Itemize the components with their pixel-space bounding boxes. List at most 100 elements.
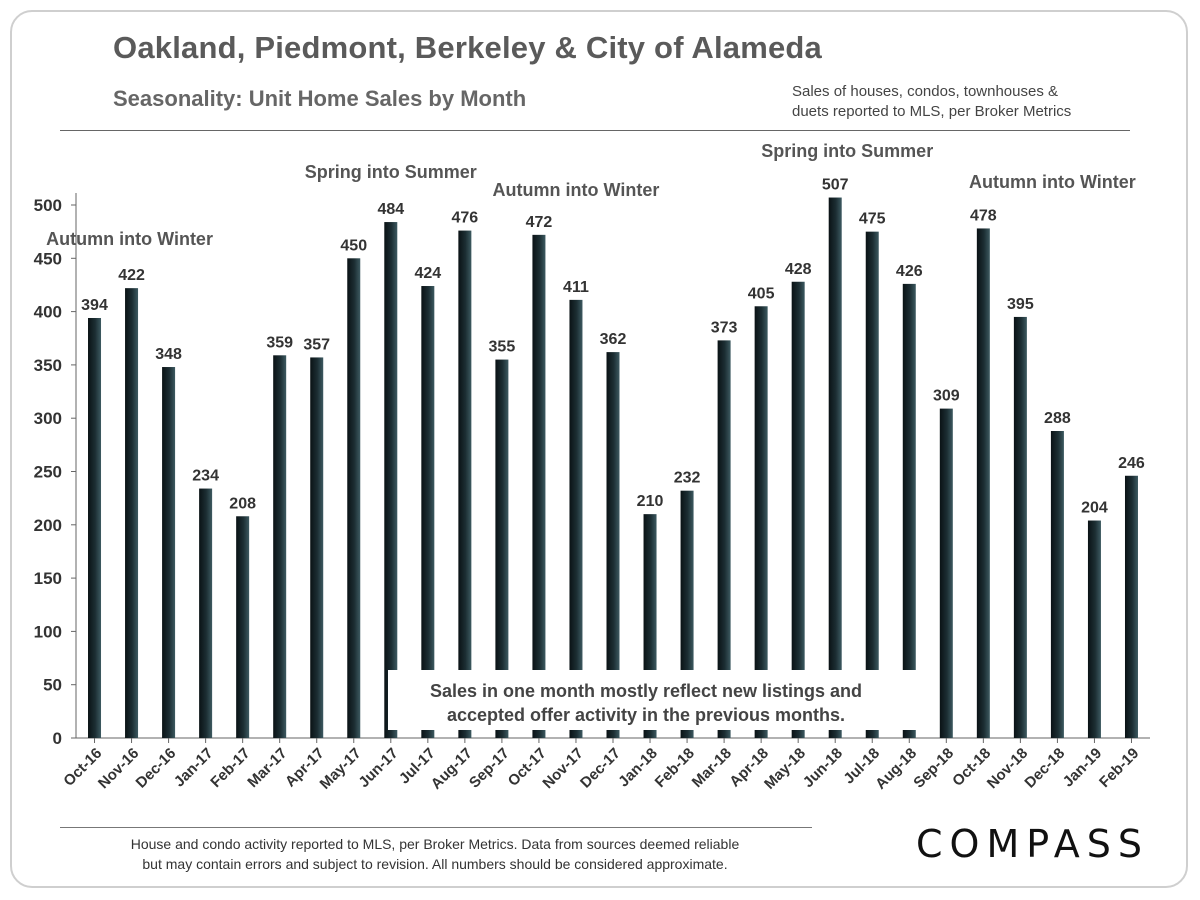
x-tick-label: Dec-16 <box>133 745 180 792</box>
x-tick-label: Nov-18 <box>984 745 1031 792</box>
bar-value-label: 309 <box>933 388 960 405</box>
bar <box>236 516 250 738</box>
bar-value-label: 208 <box>229 495 256 512</box>
bar <box>421 286 435 738</box>
bar <box>532 234 546 738</box>
x-tick-label: Sep-17 <box>466 745 513 792</box>
bar-value-label: 359 <box>266 334 293 351</box>
bar-value-label: 204 <box>1081 500 1108 517</box>
x-tick-label: Dec-17 <box>577 745 624 792</box>
source-note-line-2: duets reported to MLS, per Broker Metric… <box>792 103 1072 120</box>
source-note: Sales of houses, condos, townhouses & du… <box>792 82 1132 122</box>
bar <box>1050 430 1064 738</box>
bar-value-label: 484 <box>377 201 404 218</box>
footnote: House and condo activity reported to MLS… <box>60 834 810 874</box>
bar-value-label: 234 <box>192 468 219 485</box>
bar <box>1013 316 1027 738</box>
season-annotation: Autumn into Winter <box>46 229 213 249</box>
x-tick-label: Sep-18 <box>910 745 957 792</box>
bar-value-label: 246 <box>1118 455 1145 472</box>
x-tick-label: Mar-17 <box>244 745 290 791</box>
bar-value-label: 395 <box>1007 296 1034 313</box>
footer-divider <box>60 827 812 828</box>
bar-value-label: 210 <box>637 493 664 510</box>
x-tick-label: May-18 <box>761 745 809 793</box>
x-tick-label: Feb-18 <box>652 745 698 791</box>
bar <box>569 299 583 738</box>
season-annotation: Spring into Summer <box>305 162 477 182</box>
bar <box>939 408 953 738</box>
x-tick-label: Jan-19 <box>1060 745 1106 791</box>
bar <box>754 306 768 738</box>
bar-value-label: 422 <box>118 267 145 284</box>
x-tick-label: Nov-16 <box>95 745 142 792</box>
x-tick-label: Aug-18 <box>872 745 920 793</box>
bar <box>717 340 731 738</box>
bar <box>347 258 361 738</box>
x-tick-label: Dec-18 <box>1021 745 1068 792</box>
bar-value-label: 507 <box>822 177 849 194</box>
bar-value-label: 411 <box>563 279 589 296</box>
bar-value-label: 426 <box>896 263 923 280</box>
season-annotation: Autumn into Winter <box>969 172 1136 192</box>
bar-value-label: 424 <box>414 265 441 282</box>
bar <box>458 230 472 739</box>
bar <box>828 197 842 739</box>
bar-value-label: 288 <box>1044 410 1071 427</box>
season-annotation: Autumn into Winter <box>493 180 660 200</box>
bar-value-label: 450 <box>340 237 367 254</box>
y-tick-label: 400 <box>34 303 62 322</box>
y-tick-label: 0 <box>53 729 62 748</box>
y-tick-label: 350 <box>34 356 62 375</box>
source-note-line-1: Sales of houses, condos, townhouses & <box>792 83 1059 100</box>
bar-value-label: 476 <box>452 210 479 227</box>
y-tick-label: 150 <box>34 569 62 588</box>
x-tick-label: Nov-17 <box>539 745 586 792</box>
x-tick-label: Jan-18 <box>615 745 661 791</box>
x-tick-label: Mar-18 <box>689 745 735 791</box>
x-tick-label: Jan-17 <box>171 745 217 791</box>
callout-line-2: accepted offer activity in the previous … <box>447 705 845 725</box>
x-tick-label: May-17 <box>317 745 365 793</box>
footnote-line-2: but may contain errors and subject to re… <box>142 856 728 872</box>
bar <box>1124 475 1138 738</box>
y-tick-label: 300 <box>34 409 62 428</box>
bar <box>273 355 287 738</box>
bar <box>791 281 805 738</box>
bar-value-label: 373 <box>711 319 738 336</box>
bar-value-label: 472 <box>526 214 553 231</box>
x-tick-label: Jun-18 <box>800 745 846 791</box>
y-tick-label: 200 <box>34 516 62 535</box>
bar <box>865 231 879 738</box>
callout-box <box>388 670 918 730</box>
callout-line-1: Sales in one month mostly reflect new li… <box>430 681 862 701</box>
bar <box>495 359 509 738</box>
season-annotation: Spring into Summer <box>761 141 933 161</box>
y-tick-label: 450 <box>34 249 62 268</box>
bar-value-label: 357 <box>303 336 330 353</box>
bar-value-label: 475 <box>859 211 886 228</box>
bar <box>162 367 176 738</box>
bar <box>1087 520 1101 738</box>
bar <box>976 228 990 738</box>
x-tick-label: Feb-17 <box>207 745 253 791</box>
bar <box>310 357 324 738</box>
bar <box>902 283 916 738</box>
bar-value-label: 355 <box>489 339 516 356</box>
bar <box>88 317 102 738</box>
bar-value-label: 405 <box>748 285 775 302</box>
bar-value-label: 394 <box>81 297 108 314</box>
bar-value-label: 232 <box>674 470 701 487</box>
bar-value-label: 428 <box>785 261 812 278</box>
bar-value-label: 478 <box>970 207 997 224</box>
y-tick-label: 500 <box>34 196 62 215</box>
bar <box>384 222 398 738</box>
bar-value-label: 348 <box>155 346 182 363</box>
slide-frame <box>10 10 1188 888</box>
x-tick-label: Feb-19 <box>1096 745 1142 791</box>
y-tick-label: 250 <box>34 463 62 482</box>
bar <box>606 352 620 738</box>
chart-subtitle: Seasonality: Unit Home Sales by Month <box>113 86 527 111</box>
y-tick-label: 50 <box>43 676 62 695</box>
